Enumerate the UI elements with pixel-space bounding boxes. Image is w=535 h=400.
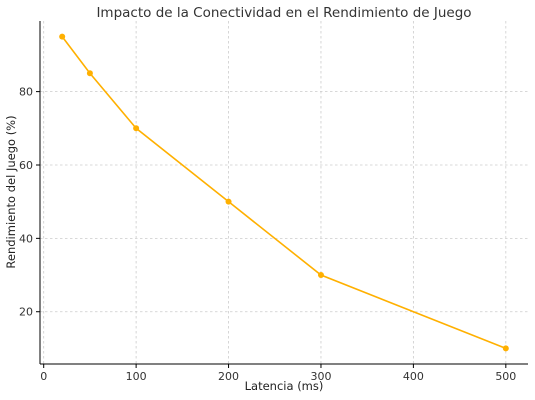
y-tick-label: 60 — [19, 159, 33, 172]
x-tick-label: 400 — [403, 370, 424, 383]
y-tick-label: 40 — [19, 232, 33, 245]
y-axis-label: Rendimiento del Juego (%) — [4, 115, 18, 268]
series-line — [61, 36, 507, 350]
grid — [40, 21, 528, 364]
data-point — [86, 70, 93, 77]
chart-title: Impacto de la Conectividad en el Rendimi… — [96, 5, 471, 21]
y-ticks: 20 40 60 80 — [19, 86, 40, 319]
data-point — [59, 33, 66, 40]
data-point — [317, 272, 324, 279]
x-axis-label: Latencia (ms) — [245, 379, 324, 393]
y-tick-label: 20 — [19, 306, 33, 319]
x-tick-label: 300 — [310, 370, 331, 383]
x-tick-label: 0 — [40, 370, 47, 383]
data-point — [225, 198, 232, 205]
y-tick-label: 80 — [19, 86, 33, 99]
x-tick-label: 200 — [218, 370, 239, 383]
x-tick-label: 500 — [495, 370, 516, 383]
data-point — [133, 125, 140, 132]
x-ticks: 0 100 200 300 400 500 — [40, 364, 516, 383]
axes — [39, 21, 528, 365]
data-point — [502, 345, 509, 352]
series-group — [59, 33, 509, 352]
x-tick-label: 100 — [126, 370, 147, 383]
